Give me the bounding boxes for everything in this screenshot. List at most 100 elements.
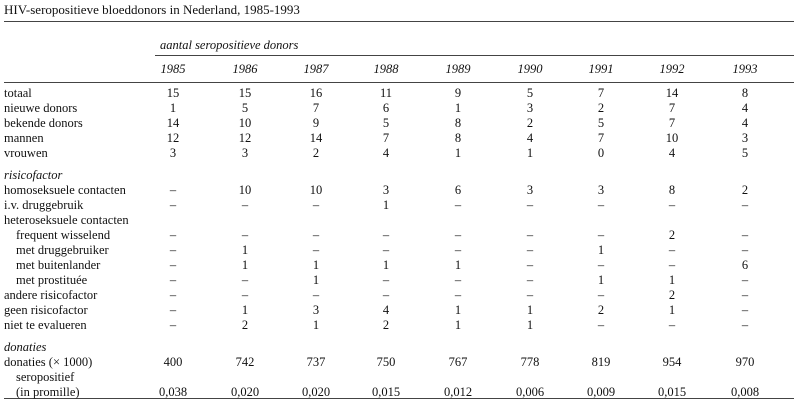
cell: 11 xyxy=(379,86,393,100)
cell: 778 xyxy=(520,355,540,369)
cell: 1 xyxy=(454,303,462,317)
cell: – xyxy=(382,288,390,302)
cell: 2 xyxy=(597,303,605,317)
cell: 1 xyxy=(526,303,534,317)
cell: 819 xyxy=(591,355,611,369)
title: HIV-seropositieve bloeddonors in Nederla… xyxy=(4,2,300,17)
cell: – xyxy=(741,318,749,332)
cell: 1 xyxy=(382,258,390,272)
cell: 4 xyxy=(526,131,534,145)
cell: 5 xyxy=(741,146,749,160)
row-label: niet te evalueren xyxy=(4,318,87,332)
cell: 3 xyxy=(597,183,605,197)
cell: 1 xyxy=(312,273,320,287)
cell: 7 xyxy=(597,131,605,145)
row-label: heteroseksuele contacten xyxy=(4,213,129,227)
cell: – xyxy=(241,198,249,212)
cell: – xyxy=(526,243,534,257)
cell: 767 xyxy=(448,355,468,369)
cell: – xyxy=(169,318,177,332)
cell: 5 xyxy=(241,101,249,115)
cell: – xyxy=(597,288,605,302)
cell: 15 xyxy=(238,86,252,100)
cell: 3 xyxy=(382,183,390,197)
year-header: 1985 xyxy=(160,62,186,76)
cell: 2 xyxy=(526,116,534,130)
cell: – xyxy=(454,288,462,302)
cell: – xyxy=(169,288,177,302)
cell: 1 xyxy=(382,198,390,212)
cell: 0,015 xyxy=(371,385,401,399)
cell: 0,006 xyxy=(515,385,545,399)
cell: – xyxy=(312,198,320,212)
cell: 1 xyxy=(169,101,177,115)
cell: 2 xyxy=(668,288,676,302)
cell: – xyxy=(526,258,534,272)
row-label: andere risicofactor xyxy=(4,288,98,302)
cell: – xyxy=(454,243,462,257)
year-header: 1989 xyxy=(445,62,471,76)
cell: 8 xyxy=(454,131,462,145)
cell: 3 xyxy=(169,146,177,160)
cell: 4 xyxy=(382,303,390,317)
cell: 1 xyxy=(597,273,605,287)
cell: – xyxy=(526,228,534,242)
cell: 1 xyxy=(241,243,249,257)
cell: 15 xyxy=(166,86,180,100)
cell: – xyxy=(169,303,177,317)
year-header: 1993 xyxy=(732,62,758,76)
cell: 0,009 xyxy=(586,385,616,399)
cell: – xyxy=(454,198,462,212)
cell: 16 xyxy=(309,86,323,100)
cell: 5 xyxy=(526,86,534,100)
rule xyxy=(4,21,794,22)
row-label: nieuwe donors xyxy=(4,101,78,115)
cell: 12 xyxy=(238,131,252,145)
cell: – xyxy=(668,243,676,257)
cell: 3 xyxy=(312,303,320,317)
cell: 970 xyxy=(735,355,755,369)
cell: – xyxy=(454,273,462,287)
cell: – xyxy=(169,258,177,272)
cell: – xyxy=(312,228,320,242)
row-label: i.v. druggebruik xyxy=(4,198,84,212)
cell: 5 xyxy=(597,116,605,130)
cell: 1 xyxy=(454,101,462,115)
row-label: met buitenlander xyxy=(16,258,101,272)
cell: – xyxy=(241,273,249,287)
cell: 7 xyxy=(312,101,320,115)
cell: 1 xyxy=(668,273,676,287)
cell: 4 xyxy=(382,146,390,160)
subtitle: aantal seropositieve donors xyxy=(160,38,299,52)
cell: – xyxy=(597,318,605,332)
cell: 1 xyxy=(454,258,462,272)
cell: 0,012 xyxy=(443,385,473,399)
cell: – xyxy=(741,198,749,212)
row-label: homoseksuele contacten xyxy=(4,183,126,197)
cell: 1 xyxy=(526,146,534,160)
cell: 10 xyxy=(238,116,252,130)
cell: 3 xyxy=(526,183,534,197)
section-heading: donaties xyxy=(4,340,47,354)
cell: 9 xyxy=(312,116,320,130)
cell: 5 xyxy=(382,116,390,130)
cell: 2 xyxy=(382,318,390,332)
cell: 10 xyxy=(665,131,679,145)
cell: 8 xyxy=(741,86,749,100)
cell: 14 xyxy=(309,131,323,145)
cell: 9 xyxy=(454,86,462,100)
cell: 4 xyxy=(741,101,749,115)
year-header: 1991 xyxy=(588,62,614,76)
row-label: vrouwen xyxy=(4,146,48,160)
cell: – xyxy=(668,198,676,212)
row-label: frequent wisselend xyxy=(16,228,111,242)
cell: – xyxy=(741,228,749,242)
rule xyxy=(155,55,794,56)
cell: 742 xyxy=(235,355,255,369)
cell: – xyxy=(526,288,534,302)
cell: 14 xyxy=(166,116,180,130)
cell: 6 xyxy=(454,183,462,197)
cell: – xyxy=(241,288,249,302)
cell: – xyxy=(668,258,676,272)
